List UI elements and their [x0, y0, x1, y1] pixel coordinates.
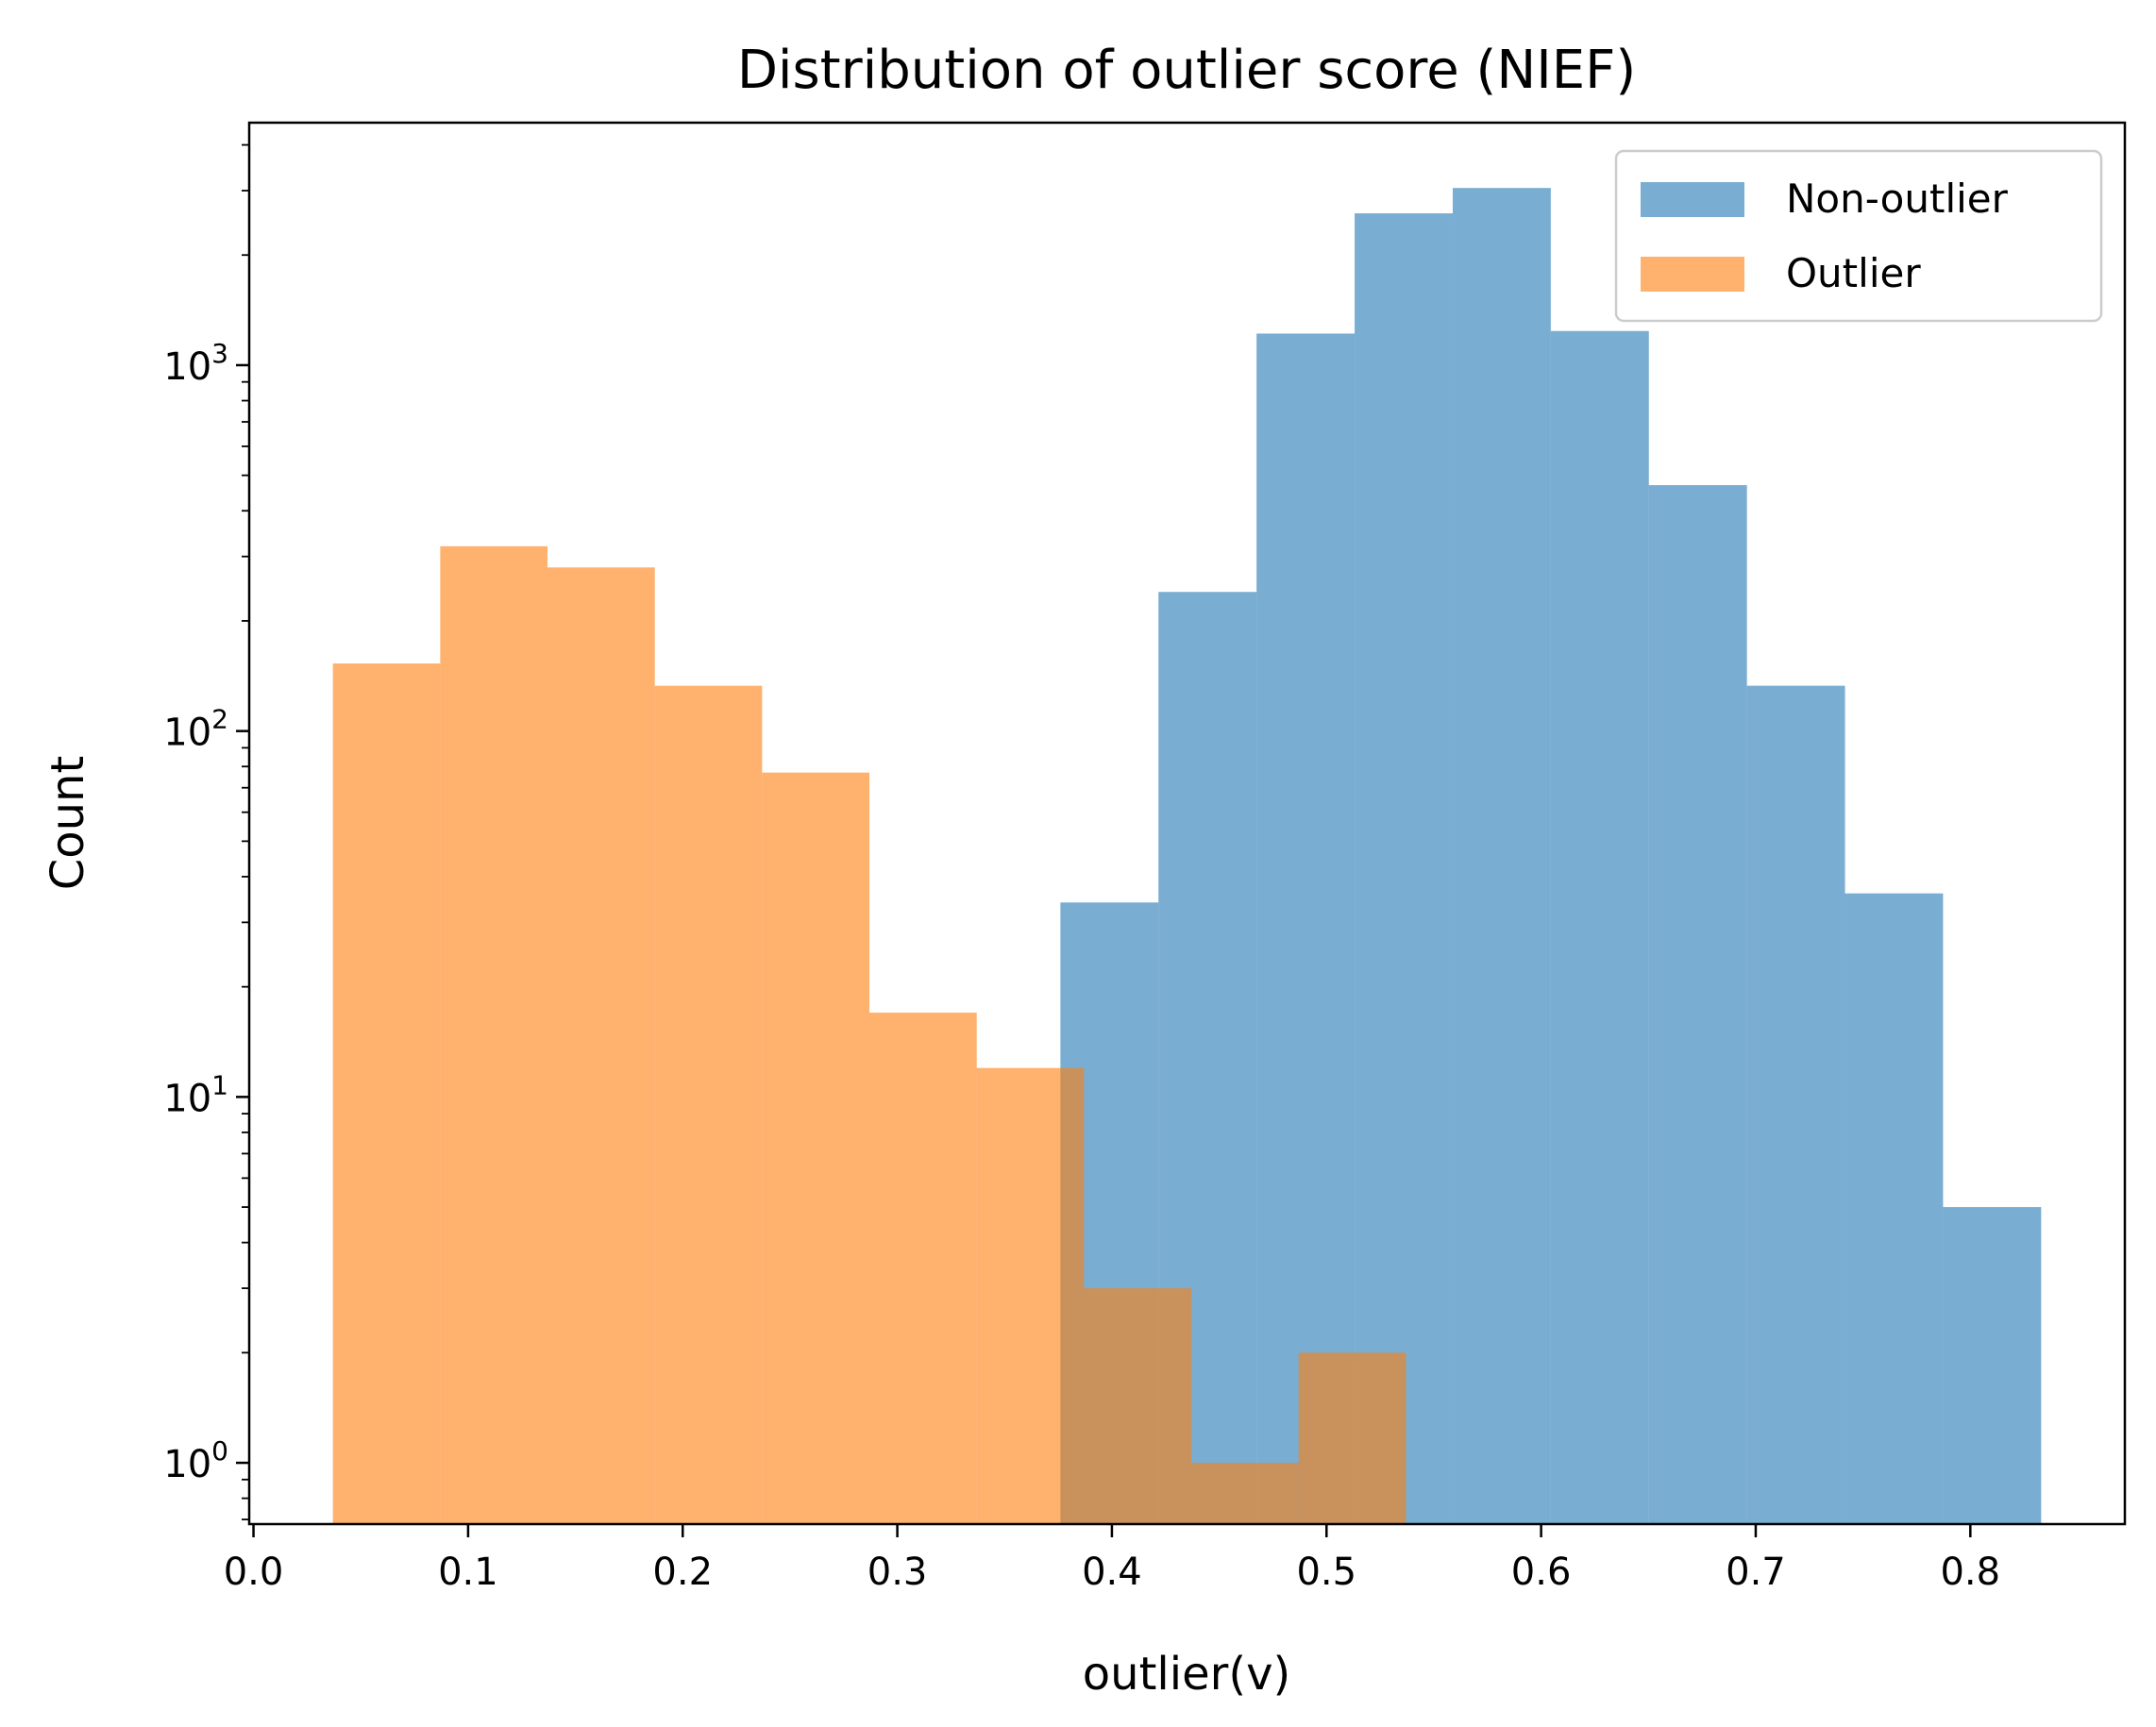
bars-layer — [332, 188, 2042, 1525]
bar-non-outlier-2 — [1256, 333, 1356, 1524]
x-tick-label-1: 0.1 — [438, 1551, 498, 1594]
bar-non-outlier-6 — [1648, 485, 1747, 1525]
y-tick-label-1: 101 — [163, 1069, 228, 1120]
x-tick-label-5: 0.5 — [1296, 1551, 1356, 1594]
bar-non-outlier-5 — [1550, 330, 1649, 1524]
bar-outlier-2 — [547, 567, 655, 1524]
bar-non-outlier-4 — [1452, 188, 1551, 1525]
legend: Non-outlier Outlier — [1614, 149, 2103, 323]
bar-outlier-9 — [1298, 1352, 1406, 1524]
y-tick-label-2: 102 — [163, 704, 228, 755]
bar-outlier-1 — [440, 545, 548, 1524]
legend-swatch-non-outlier — [1641, 182, 1744, 217]
chart-title: Distribution of outlier score (NIEF) — [737, 40, 1636, 101]
x-axis-label: outlier(v) — [1083, 1648, 1290, 1701]
bar-outlier-7 — [1084, 1288, 1192, 1524]
x-tick-label-0: 0.0 — [224, 1551, 284, 1594]
bar-outlier-4 — [762, 772, 870, 1524]
bar-outlier-0 — [332, 663, 441, 1524]
bar-outlier-8 — [1191, 1463, 1299, 1524]
x-tick-label-4: 0.4 — [1082, 1551, 1142, 1594]
bar-outlier-3 — [654, 685, 763, 1524]
x-tick-label-6: 0.6 — [1511, 1551, 1572, 1594]
legend-label-outlier: Outlier — [1786, 250, 1921, 296]
x-tick-label-7: 0.7 — [1726, 1551, 1786, 1594]
x-tick-label-2: 0.2 — [652, 1551, 713, 1594]
bar-non-outlier-7 — [1746, 685, 1845, 1524]
ticks-layer: 0.0 0.1 0.2 0.3 0.4 0.5 0.6 0.7 0.8 100 101 102 103 — [163, 143, 2000, 1594]
legend-label-non-outlier: Non-outlier — [1786, 176, 2009, 222]
axes-frame — [247, 121, 2127, 1526]
bar-non-outlier-3 — [1355, 213, 1453, 1524]
y-tick-label-3: 103 — [163, 338, 228, 389]
y-tick-label-0: 100 — [163, 1435, 228, 1486]
bar-non-outlier-9 — [1943, 1207, 2042, 1524]
y-axis-label: Count — [42, 756, 94, 891]
legend-swatch-outlier — [1641, 257, 1744, 292]
x-tick-label-3: 0.3 — [867, 1551, 928, 1594]
bar-outlier-5 — [869, 1013, 977, 1524]
x-tick-label-8: 0.8 — [1940, 1551, 2000, 1594]
bar-outlier-6 — [976, 1067, 1085, 1524]
bar-non-outlier-8 — [1844, 893, 1944, 1524]
